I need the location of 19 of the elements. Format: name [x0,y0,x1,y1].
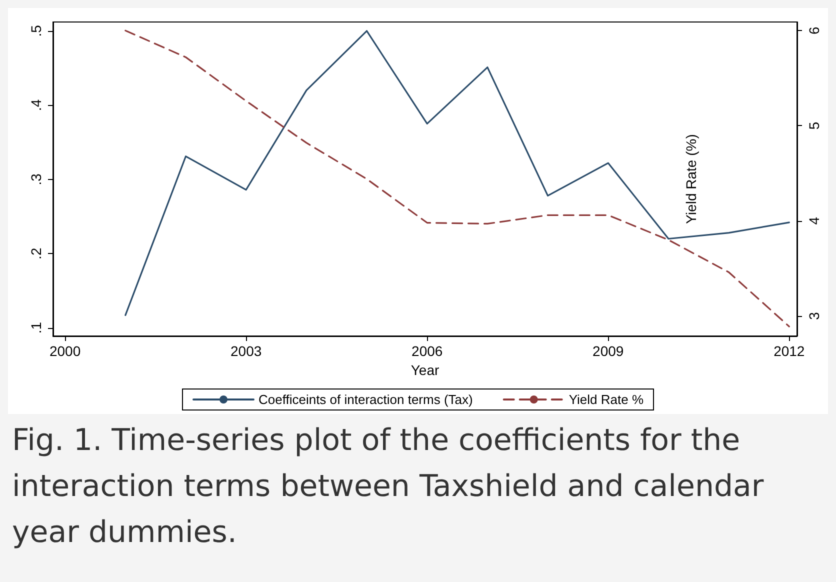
x-tick-label: 2000 [49,343,81,359]
y2-tick-label: 3 [806,312,822,320]
y2-axis-title: Yield Rate (%) [683,134,699,224]
legend-label: Yield Rate % [568,392,644,407]
legend-label: Coefficeints of interaction terms (Tax) [258,392,473,407]
x-axis-title: Year [410,362,440,378]
y2-tick-label: 6 [806,26,822,34]
y2-tick-label: 5 [806,122,822,130]
y-tick-label: .3 [28,173,44,186]
y-tick-label: .4 [28,99,44,111]
x-tick-label: 2003 [230,343,262,359]
caption: Fig. 1. Time-series plot of the coefficients for the interaction terms between Taxshield and calendar year dummies. [12,422,765,552]
y-tick-label: .1 [28,322,44,334]
x-tick-label: 2012 [774,343,805,359]
x-tick-label: 2006 [412,343,443,359]
y-tick-label: .2 [28,248,44,260]
x-tick-label: 2009 [592,343,624,359]
y2-tick-label: 4 [806,216,822,225]
y-tick-label: .5 [28,24,44,37]
